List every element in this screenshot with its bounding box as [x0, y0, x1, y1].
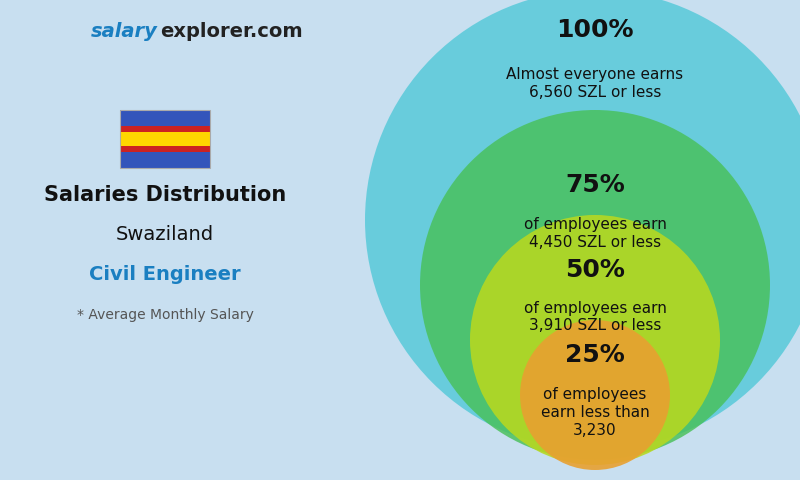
- Ellipse shape: [470, 215, 720, 465]
- Text: * Average Monthly Salary: * Average Monthly Salary: [77, 308, 254, 322]
- Text: explorer.com: explorer.com: [160, 22, 302, 41]
- Ellipse shape: [520, 320, 670, 470]
- Bar: [120, 126, 210, 152]
- Text: 75%: 75%: [565, 173, 625, 197]
- Text: Civil Engineer: Civil Engineer: [89, 265, 241, 285]
- Text: 25%: 25%: [565, 343, 625, 367]
- Text: 3,230: 3,230: [573, 423, 617, 438]
- Text: Almost everyone earns: Almost everyone earns: [506, 68, 683, 83]
- Text: Salaries Distribution: Salaries Distribution: [44, 185, 286, 205]
- Bar: [120, 110, 210, 168]
- Text: 4,450 SZL or less: 4,450 SZL or less: [529, 235, 661, 250]
- Text: Swaziland: Swaziland: [116, 226, 214, 244]
- Bar: [120, 132, 210, 139]
- Bar: [120, 139, 210, 146]
- Bar: [120, 152, 210, 168]
- Text: salary: salary: [91, 22, 158, 41]
- Text: 100%: 100%: [556, 18, 634, 42]
- Text: 6,560 SZL or less: 6,560 SZL or less: [529, 85, 661, 100]
- Text: 50%: 50%: [565, 258, 625, 282]
- Text: 3,910 SZL or less: 3,910 SZL or less: [529, 318, 661, 333]
- Text: of employees earn: of employees earn: [523, 217, 666, 232]
- Text: of employees earn: of employees earn: [523, 300, 666, 315]
- Text: earn less than: earn less than: [541, 405, 650, 420]
- Text: of employees: of employees: [543, 387, 646, 403]
- Bar: [120, 110, 210, 126]
- Ellipse shape: [365, 0, 800, 450]
- Ellipse shape: [420, 110, 770, 460]
